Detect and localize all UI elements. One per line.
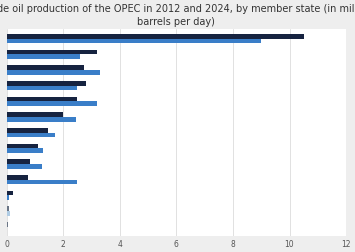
Bar	[7, 39, 261, 44]
Bar	[7, 206, 10, 211]
Bar	[7, 66, 84, 71]
Bar	[7, 133, 55, 138]
Bar	[7, 55, 80, 60]
Bar	[7, 71, 100, 75]
Bar	[7, 144, 38, 149]
Bar	[7, 149, 43, 153]
Bar	[7, 113, 63, 117]
Bar	[7, 128, 48, 133]
Bar	[7, 160, 30, 164]
Bar	[7, 180, 77, 184]
Bar	[7, 191, 13, 196]
Bar	[7, 175, 28, 180]
Bar	[7, 97, 77, 102]
Bar	[7, 86, 77, 91]
Bar	[7, 211, 10, 216]
Bar	[7, 117, 76, 122]
Bar	[7, 102, 97, 107]
Bar	[7, 82, 86, 86]
Bar	[7, 196, 10, 200]
Bar	[7, 164, 42, 169]
Title: Crude oil production of the OPEC in 2012 and 2024, by member state (in million
b: Crude oil production of the OPEC in 2012…	[0, 4, 355, 26]
Bar	[7, 50, 97, 55]
Bar	[7, 222, 8, 227]
Bar	[7, 35, 304, 39]
